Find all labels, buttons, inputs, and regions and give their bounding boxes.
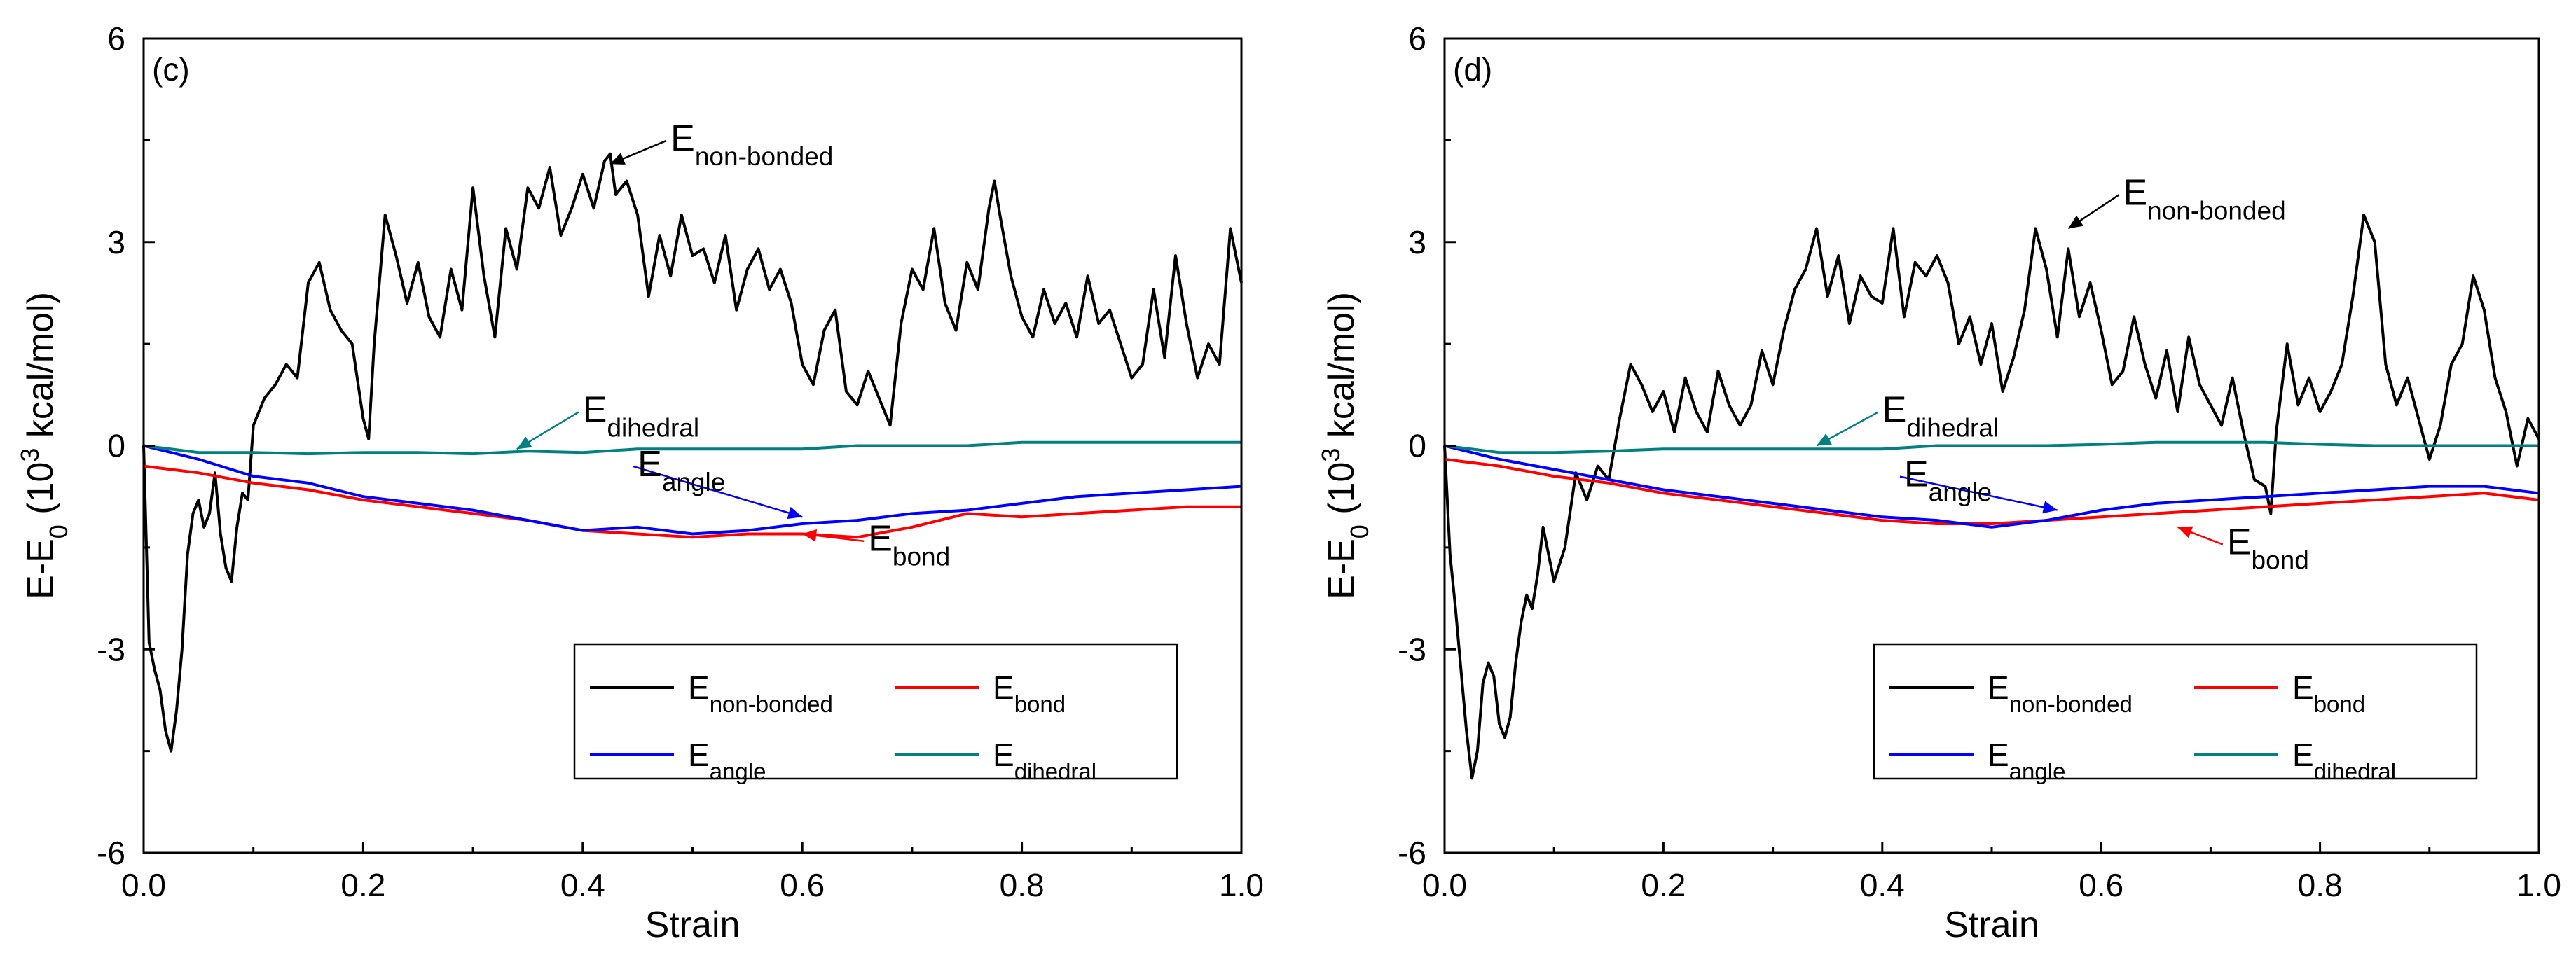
y-tick-label: 3: [1408, 224, 1426, 260]
legend-label-dihedral: Edihedral: [2292, 737, 2396, 784]
annotation-arrowhead: [2042, 501, 2058, 514]
legend-label-angle: Eangle: [688, 737, 766, 784]
x-tick-label: 0.6: [780, 867, 825, 903]
legend-label-bond: Ebond: [993, 669, 1066, 717]
annotation-label-non-bonded: Enon-bonded: [2123, 172, 2285, 225]
legend-box: [1873, 643, 2478, 780]
series-line-e-angle: [1444, 444, 2540, 529]
chart-panel-d: 0.0 0.2 0.4 0.6 0.8 1.0 -6 -3 0 3 6 (d) Strain E-E0 (…: [1316, 20, 2561, 945]
annotation-label-angle: Eangle: [1904, 454, 1992, 507]
x-tick-label: 0.0: [1422, 867, 1467, 903]
x-axis-label: Strain: [1944, 905, 2039, 945]
panel-label: (d): [1453, 51, 1492, 88]
series-line-e-bond: [143, 464, 1241, 539]
legend-label-dihedral: Edihedral: [993, 737, 1096, 784]
annotation-arrowhead: [802, 529, 818, 542]
annotation-arrowhead: [2177, 526, 2193, 538]
y-tick-label: -6: [97, 835, 125, 871]
y-axis-label: E-E0 (103 kcal/mol): [1316, 292, 1374, 599]
series-line-e-angle: [143, 444, 1242, 536]
x-tick-label: 1.0: [2516, 867, 2561, 903]
panel-label: (c): [152, 51, 190, 88]
series-line-e-dihedral: [1444, 440, 2539, 454]
y-tick-label: -3: [1398, 631, 1426, 667]
x-tick-label: 0.0: [121, 867, 166, 903]
annotation-arrowhead: [787, 506, 803, 520]
annotation-arrowhead: [2068, 215, 2083, 229]
annotation-label-bond: Ebond: [2227, 522, 2309, 575]
annotation-arrow-line: [633, 465, 803, 518]
x-tick-label: 0.8: [2298, 867, 2343, 903]
y-tick-label: 6: [1408, 20, 1426, 57]
x-tick-label: 0.2: [1641, 867, 1686, 903]
x-axis-label: Strain: [645, 905, 741, 945]
y-tick-label: 3: [107, 224, 125, 260]
chart-panel-c: 0.0 0.2 0.4 0.6 0.8 1.0 -6 -3 0 3 6 (c) Strain E-E0 (…: [15, 20, 1264, 945]
x-tick-label: 0.6: [2079, 867, 2123, 903]
y-tick-label: 6: [107, 20, 125, 57]
series-line-e-non-bonded: [142, 152, 1243, 753]
series-line-e-non-bonded: [1443, 214, 2540, 780]
legend-box: [573, 643, 1178, 780]
annotation-arrowhead: [609, 153, 626, 165]
y-tick-label: 0: [107, 428, 125, 464]
annotation-arrow-line: [1899, 475, 2058, 511]
x-tick-label: 0.4: [560, 867, 605, 903]
legend-label-bond: Ebond: [2292, 669, 2365, 717]
y-axis-label: E-E0 (103 kcal/mol): [15, 292, 73, 599]
annotation-label-dihedral: Edihedral: [583, 390, 699, 443]
series-line-e-bond: [1444, 457, 2540, 525]
y-tick-label: -3: [97, 631, 125, 667]
legend-label-non-bonded: Enon-bonded: [1988, 669, 2133, 717]
annotation-label-dihedral: Edihedral: [1882, 390, 1999, 443]
x-tick-label: 1.0: [1219, 867, 1264, 903]
x-tick-label: 0.2: [340, 867, 385, 903]
legend-label-non-bonded: Enon-bonded: [688, 669, 833, 717]
y-tick-label: 0: [1408, 428, 1426, 464]
annotation-label-angle: Eangle: [638, 444, 725, 496]
annotation-label-bond: Ebond: [868, 519, 950, 571]
annotation-arrowhead: [1817, 433, 1832, 446]
y-tick-label: -6: [1398, 835, 1426, 871]
x-tick-label: 0.4: [1860, 867, 1905, 903]
x-tick-label: 0.8: [1000, 867, 1045, 903]
annotation-label-non-bonded: Enon-bonded: [670, 118, 833, 171]
annotation-arrowhead: [516, 436, 532, 450]
series-line-e-dihedral: [143, 440, 1241, 456]
legend-label-angle: Eangle: [1988, 737, 2065, 784]
